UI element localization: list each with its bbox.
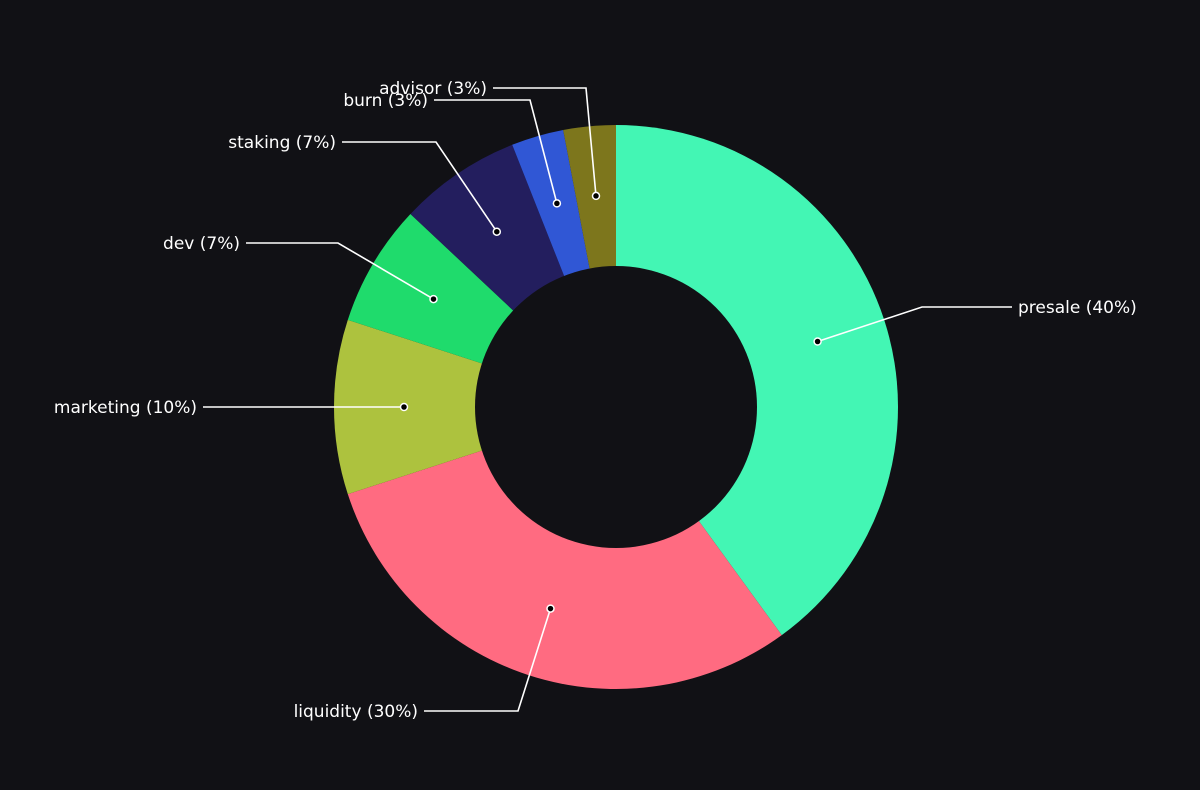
donut-hole	[475, 266, 757, 548]
anchor-dot-advisor	[591, 191, 601, 201]
leader-lines-group	[203, 87, 1012, 712]
anchor-dot-marketing	[399, 402, 409, 412]
anchor-dot-liquidity	[546, 604, 555, 613]
slice-presale	[616, 125, 899, 636]
slice-marketing	[333, 319, 616, 495]
slice-label-presale: presale (40%)	[1018, 298, 1137, 318]
leader-line-advisor	[493, 87, 597, 196]
leader-line-staking	[342, 141, 498, 233]
anchor-dot-staking	[492, 227, 502, 236]
anchor-dot-dev	[429, 294, 438, 304]
leader-line-burn	[434, 99, 558, 204]
slice-labels-group: presale (40%) liquidity (30%) marketing (1…	[54, 79, 1137, 722]
slice-label-dev: dev (7%)	[163, 234, 240, 254]
anchor-dot-burn	[552, 199, 562, 208]
anchor-dot-presale	[813, 337, 822, 346]
slice-liquidity	[347, 407, 782, 690]
slice-label-advisor: advisor (3%)	[379, 79, 487, 99]
slice-label-liquidity: liquidity (30%)	[294, 702, 418, 722]
slice-label-staking: staking (7%)	[228, 133, 336, 153]
slice-label-burn: burn (3%)	[343, 91, 428, 111]
leader-line-dev	[246, 242, 434, 300]
slice-label-marketing: marketing (10%)	[54, 398, 197, 418]
leader-line-presale	[817, 306, 1012, 343]
leader-line-liquidity	[424, 608, 552, 712]
